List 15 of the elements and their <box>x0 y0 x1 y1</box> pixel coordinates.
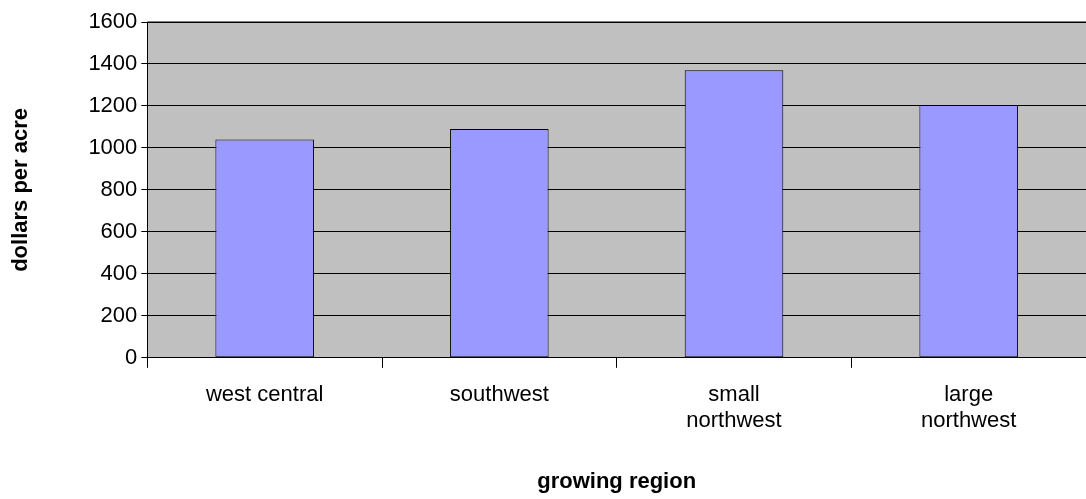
x-tick-label: small northwest <box>686 381 782 433</box>
y-tick-label: 600 <box>100 217 138 243</box>
y-tick-label: 1000 <box>88 133 138 159</box>
y-tick-label: 400 <box>100 259 138 285</box>
y-axis-title: dollars per acre <box>7 107 33 272</box>
y-tick-label: 200 <box>100 301 138 327</box>
x-axis-title: growing region <box>537 467 697 493</box>
y-tick-label: 1200 <box>88 92 138 118</box>
x-tick-label: southwest <box>449 381 549 407</box>
x-tick-label: west central <box>204 381 324 407</box>
y-tick-label: 800 <box>100 175 138 201</box>
x-tick-label: large northwest <box>920 381 1017 433</box>
y-tick-label: 1600 <box>88 8 138 34</box>
y-tick-label: 0 <box>125 343 138 369</box>
y-tick-label: 1400 <box>88 50 138 76</box>
